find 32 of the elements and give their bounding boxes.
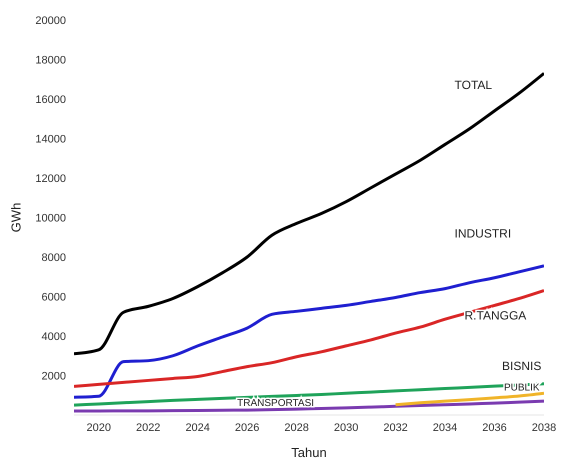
x-tick-label: 2026 — [234, 422, 260, 434]
x-tick-label: 2036 — [482, 422, 507, 434]
x-tick-label: 2028 — [284, 422, 309, 434]
y-tick-label: 12000 — [35, 172, 66, 185]
x-tick-label: 2032 — [383, 422, 408, 434]
series-label: R.TANGGA — [464, 308, 526, 322]
y-axis-title: GWh — [8, 202, 24, 232]
y-tick-label: 16000 — [35, 94, 66, 106]
series-label: TOTAL — [454, 78, 492, 92]
line-series — [74, 72, 544, 356]
x-tick-label: 2020 — [86, 422, 111, 434]
y-tick-label: 4000 — [42, 330, 66, 343]
line-series — [394, 392, 544, 406]
y-tick-label: 6000 — [42, 291, 66, 304]
y-tick-label: 8000 — [42, 252, 66, 264]
x-axis-title: Tahun — [291, 445, 327, 460]
y-tick-label: 14000 — [35, 133, 66, 146]
series-label: TRANSPORTASI — [237, 398, 314, 410]
x-tick-label: 2038 — [532, 422, 556, 434]
y-tick-label: 10000 — [35, 212, 66, 224]
line-series — [74, 264, 544, 399]
line-series — [74, 382, 544, 407]
y-tick-label: 20000 — [35, 14, 66, 27]
x-tick-label: 2030 — [334, 422, 358, 434]
x-tick-label: 2034 — [432, 422, 458, 434]
x-tick-label: 2024 — [185, 422, 210, 434]
line-series — [74, 400, 544, 413]
y-tick-label: 18000 — [35, 54, 66, 66]
series-label: BISNIS — [502, 358, 542, 373]
y-tick-label: 2000 — [42, 370, 66, 382]
text: INDUSTRI — [454, 226, 512, 241]
x-tick-label: 2022 — [136, 422, 160, 434]
